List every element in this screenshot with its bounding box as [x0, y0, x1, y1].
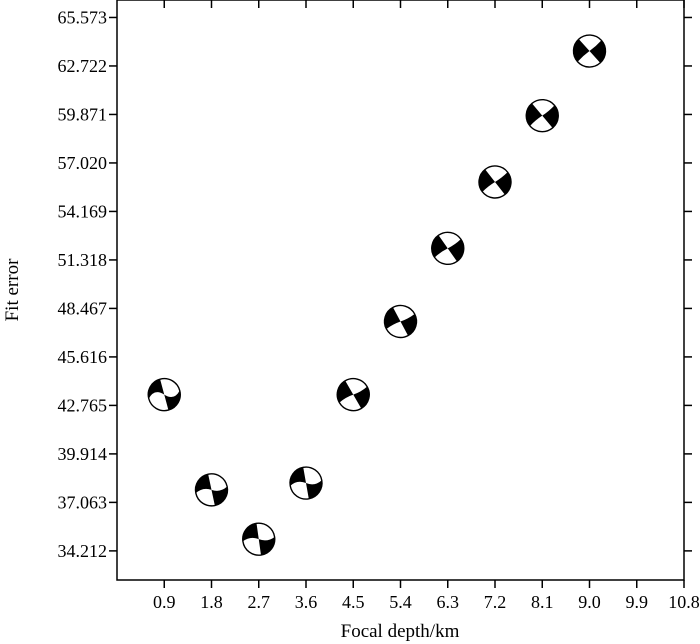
beachball-quadrant-upper	[242, 523, 259, 542]
x-tick-label-7: 7.2	[484, 592, 507, 612]
y-tick-label-5: 48.467	[58, 298, 108, 318]
y-axis-label: Fit error	[2, 258, 23, 321]
beachball-quadrant-lower	[495, 172, 511, 195]
x-axis-label: Focal depth/km	[341, 621, 460, 642]
beachball-point-2	[242, 522, 276, 556]
y-tick-label-1: 37.063	[58, 492, 108, 512]
data-points	[147, 34, 607, 556]
y-tick-label-7: 54.169	[58, 201, 108, 221]
beachball-quadrant-lower	[258, 536, 275, 556]
y-tick-label-0: 34.212	[58, 541, 108, 561]
beachball-point-0	[147, 377, 181, 412]
y-tick-label-3: 42.765	[58, 395, 108, 415]
x-tick-label-10: 9.9	[626, 592, 649, 612]
beachball-point-4	[336, 377, 370, 412]
x-tick-label-9: 9.0	[578, 592, 601, 612]
x-tick-label-4: 4.5	[342, 592, 365, 612]
y-axis: 34.212 37.063 39.914 42.765 45.616 48.467 51.3…	[58, 7, 692, 561]
beachball-quadrant-upper	[431, 235, 448, 258]
beachball-quadrant-lower	[164, 390, 181, 411]
y-tick-label-8: 57.020	[58, 153, 108, 173]
beachball-quadrant-upper	[479, 169, 495, 192]
beachball-quadrant-upper	[148, 379, 165, 399]
x-tick-label-8: 8.1	[531, 592, 554, 612]
beachball-quadrant-upper	[337, 380, 354, 403]
beachball-quadrant-lower	[542, 105, 559, 128]
beachball-quadrant-upper	[526, 103, 543, 126]
beachball-point-5	[383, 304, 418, 339]
x-tick-label-0: 0.9	[153, 592, 176, 612]
x-tick-label-6: 6.3	[437, 592, 460, 612]
beachball-point-8	[525, 98, 559, 133]
x-tick-label-11: 10.8	[668, 592, 700, 612]
beachball-quadrant-lower	[400, 313, 417, 336]
y-tick-label-11: 65.573	[58, 7, 108, 27]
x-axis: 0.9 1.8 2.7 3.6 4.5 5.4 6.3 7.2 8.1 9.0 9.9 10.8	[153, 0, 700, 612]
y-tick-label-6: 51.318	[58, 250, 108, 270]
beachball-quadrant-lower	[353, 386, 370, 409]
beachball-quadrant-upper	[384, 307, 401, 329]
beachball-quadrant-lower	[306, 480, 322, 499]
beachball-quadrant-lower	[211, 486, 228, 506]
beachball-quadrant-lower	[447, 239, 464, 262]
beachball-quadrant-lower	[589, 40, 606, 63]
beachball-quadrant-upper	[573, 39, 590, 62]
y-tick-label-2: 39.914	[58, 444, 108, 464]
beachball-point-7	[478, 165, 512, 199]
y-tick-label-10: 62.722	[58, 56, 108, 76]
x-tick-label-2: 2.7	[248, 592, 271, 612]
beachball-quadrant-upper	[290, 467, 306, 486]
beachball-point-1	[194, 473, 229, 507]
beachball-point-3	[289, 466, 323, 500]
beachball-point-6	[431, 231, 465, 266]
beachball-point-9	[572, 34, 607, 68]
y-tick-label-9: 59.871	[58, 104, 108, 124]
x-tick-label-5: 5.4	[389, 592, 412, 612]
x-tick-label-1: 1.8	[200, 592, 223, 612]
beachball-quadrant-upper	[195, 474, 212, 494]
y-tick-label-4: 45.616	[58, 347, 108, 367]
x-tick-label-3: 3.6	[295, 592, 318, 612]
